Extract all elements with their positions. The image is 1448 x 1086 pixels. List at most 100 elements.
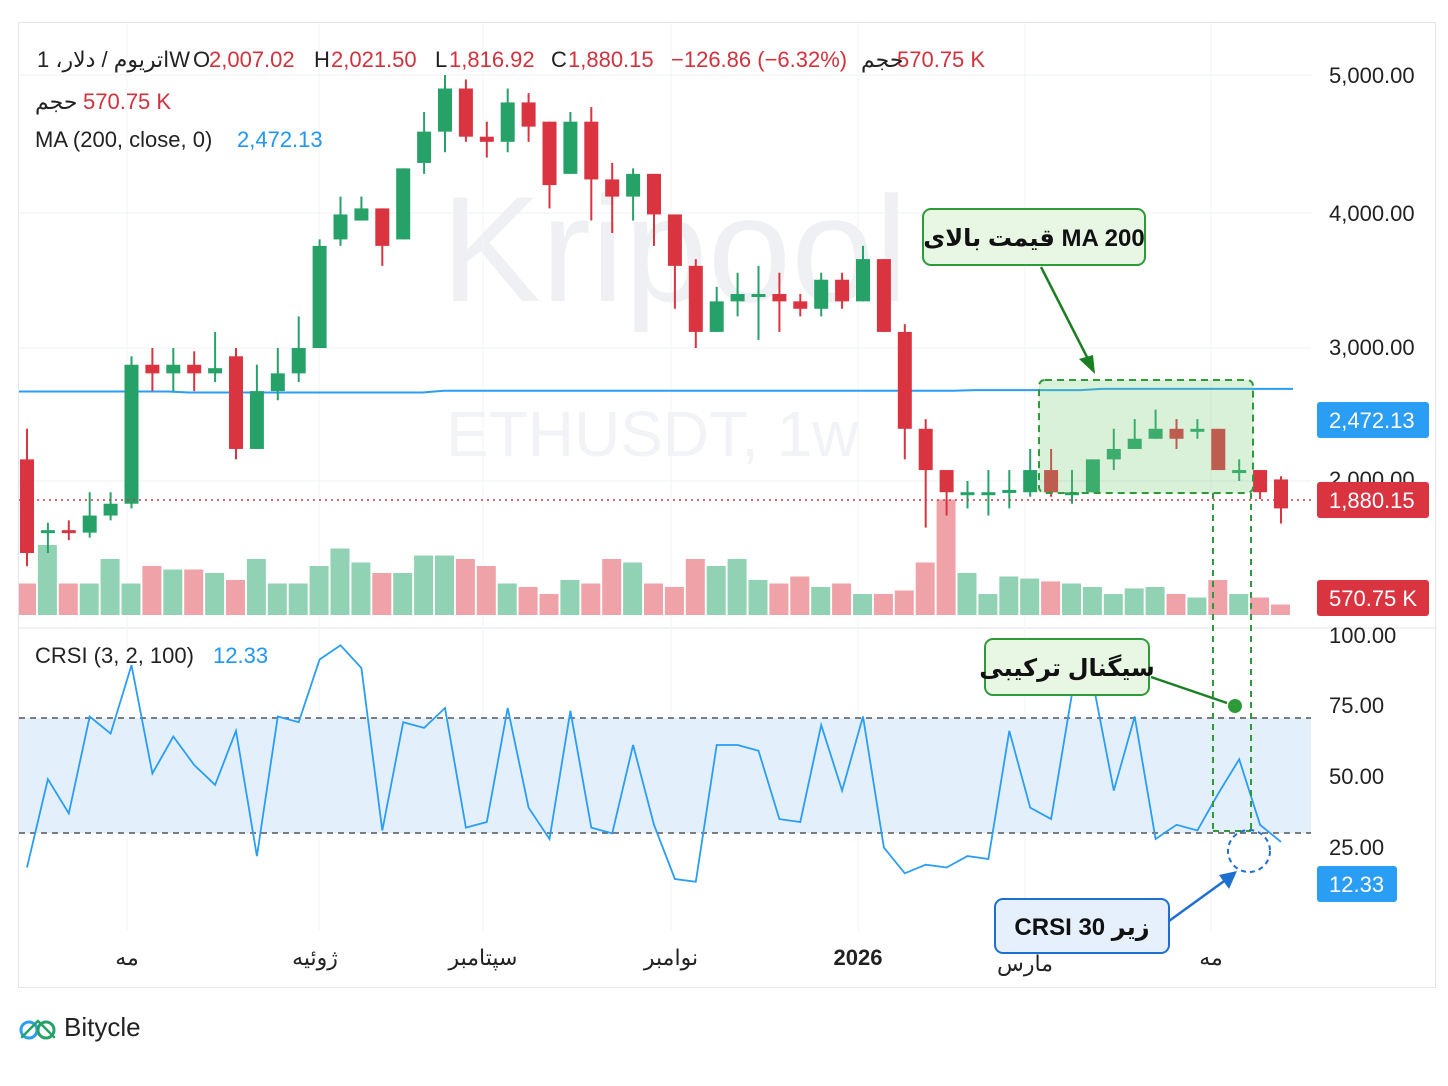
candle <box>1253 470 1268 500</box>
ma-legend-value: 2,472.13 <box>237 127 323 152</box>
candle-body <box>960 492 975 496</box>
x-label-march: مارس <box>997 951 1053 977</box>
legend-h-value: 2,021.50 <box>331 47 417 72</box>
volume-bar <box>769 583 789 615</box>
volume-bar <box>539 594 559 615</box>
candle <box>1002 470 1017 509</box>
crsi-legend-label: CRSI (3, 2, 100) <box>35 643 194 668</box>
candle-body <box>647 173 661 215</box>
legend-o-value: 2,007.02 <box>209 47 295 72</box>
candle <box>500 88 515 153</box>
x-label-september: سپتامبر <box>448 945 518 971</box>
candle-body <box>375 208 390 246</box>
candle-body <box>772 294 787 302</box>
volume-legend-value: 570.75 K <box>83 89 171 114</box>
ma-tag: 2,472.13 <box>1317 402 1429 438</box>
candle <box>124 356 139 509</box>
volume-bar <box>142 566 162 615</box>
annotation-signal-text: سیگنال ترکیبی <box>979 654 1154 682</box>
candle <box>166 348 181 392</box>
candle <box>1106 428 1121 471</box>
candle <box>981 470 996 516</box>
candle <box>479 121 494 158</box>
price-axis: 5,000.00 4,000.00 3,000.00 2,000.00 <box>1329 63 1415 492</box>
candle <box>897 324 912 460</box>
watermark-symbol: ETHUSDT, 1w <box>446 398 859 470</box>
candle-body <box>730 294 745 302</box>
volume-bar <box>351 562 371 615</box>
brand-logo: Bitycle <box>18 1012 141 1043</box>
candle-body <box>145 364 160 374</box>
volume-bar <box>1041 581 1061 615</box>
candle-body <box>835 279 850 302</box>
volume-bar <box>664 587 684 615</box>
candle-body <box>1002 489 1017 493</box>
candle-body <box>1127 438 1142 449</box>
volume-bar <box>832 583 852 615</box>
volume-bar <box>288 583 308 615</box>
candle-body <box>458 88 473 137</box>
crsi-tick-75: 75.00 <box>1329 693 1384 718</box>
brand-name: Bitycle <box>64 1012 141 1042</box>
x-label-november: نوامبر <box>643 945 698 970</box>
candle-body <box>939 470 954 493</box>
volume-bar <box>957 573 977 615</box>
candle-body <box>20 459 34 554</box>
crsi-axis: 100.00 75.00 50.00 25.00 <box>1329 623 1396 860</box>
candle <box>667 214 682 309</box>
candle <box>1127 419 1142 449</box>
crsi-tick-25: 25.00 <box>1329 835 1384 860</box>
volume-bar <box>623 562 643 615</box>
price-tick-4000: 4,000.00 <box>1329 201 1415 226</box>
volume-bar <box>17 583 36 615</box>
candle-body <box>793 301 808 309</box>
legend-o-label: O <box>193 47 210 72</box>
candle <box>521 93 536 142</box>
candle <box>688 259 703 349</box>
candle <box>375 208 390 266</box>
candle-body <box>1169 428 1184 439</box>
candle <box>396 168 411 240</box>
candle <box>312 239 327 349</box>
volume-bar <box>1082 587 1102 615</box>
x-label-july: ژوئیه <box>292 945 338 970</box>
candle-body <box>333 214 348 240</box>
candle-body <box>1085 459 1100 493</box>
volume-bar <box>414 555 434 615</box>
candle-body <box>814 279 829 309</box>
legend-l-label: L <box>435 47 447 72</box>
candle <box>20 428 34 567</box>
candle-body <box>1044 470 1059 493</box>
candle <box>876 259 891 332</box>
volume-bar <box>685 559 705 615</box>
candle-body <box>1253 470 1268 493</box>
candle-body <box>542 121 557 186</box>
legend-pair: اتریوم / دلار، 1W <box>37 47 190 72</box>
candle-body <box>208 368 223 374</box>
volume-bar <box>1145 587 1165 615</box>
price-tick-5000: 5,000.00 <box>1329 63 1415 88</box>
annotation-crsi-text: CRSI زیر 30 <box>1014 914 1149 941</box>
candle-body <box>291 348 306 374</box>
candle-body <box>981 492 996 496</box>
candle <box>187 351 202 392</box>
candle <box>208 331 223 383</box>
candle-body <box>876 259 891 332</box>
candle <box>751 265 766 340</box>
volume-bar <box>79 583 99 615</box>
chart-frame[interactable]: Kripool ETHUSDT, 1w ا <box>17 22 1437 989</box>
candle-body <box>856 259 870 302</box>
volume-bar <box>1020 578 1040 615</box>
candle <box>229 348 243 460</box>
volume-bar <box>100 559 120 615</box>
candle <box>960 481 975 509</box>
annotation-signal: سیگنال ترکیبی <box>979 493 1252 832</box>
volume-bar <box>1062 583 1081 615</box>
volume-bars <box>17 499 1290 615</box>
volume-bar <box>1250 597 1270 615</box>
volume-bar <box>1187 597 1207 615</box>
candle-body <box>229 356 243 449</box>
candle <box>354 196 369 221</box>
volume-bar <box>58 583 78 615</box>
chart-canvas[interactable]: Kripool ETHUSDT, 1w ا <box>17 23 1437 989</box>
